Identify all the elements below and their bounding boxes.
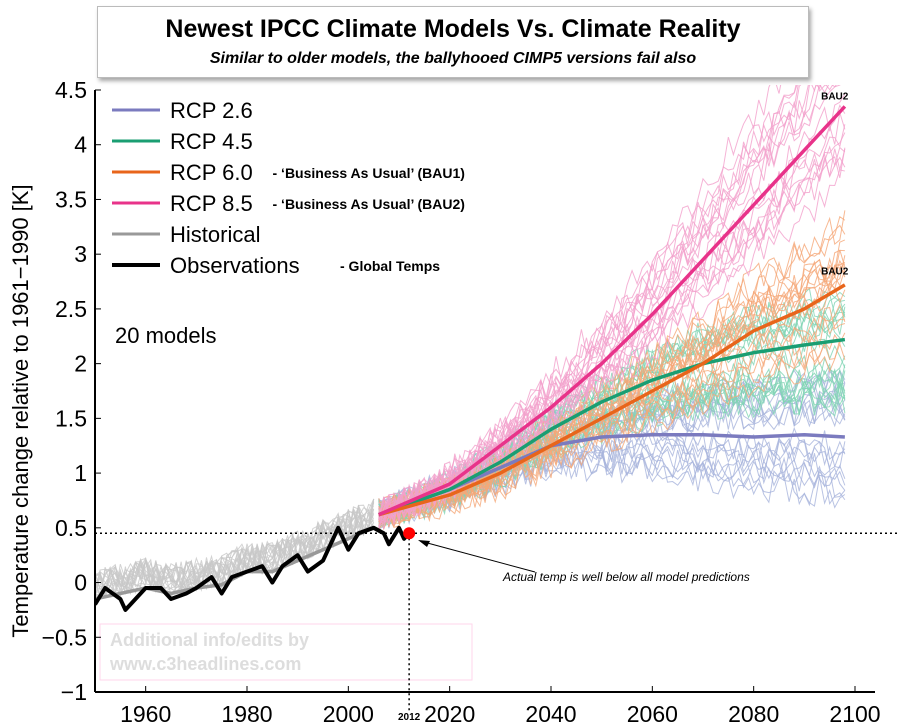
ensemble-member-line: [95, 498, 375, 599]
x-tick-label: 2100: [829, 701, 880, 727]
series-line-rcp-8-5: [378, 105, 847, 517]
series-line-rcp-6-0: [378, 283, 846, 517]
ensemble-member-line: [95, 501, 375, 596]
ensemble-member-line: [378, 338, 845, 528]
ensemble-member-line: [95, 505, 375, 598]
y-tick-label: 1: [74, 460, 87, 486]
annotation-arrow-line: [419, 540, 536, 573]
chart-title: Newest IPCC Climate Models Vs. Climate R…: [165, 15, 741, 43]
ensemble-member-line: [378, 283, 846, 531]
ensemble-member-line: [378, 148, 846, 522]
title-box: Newest IPCC Climate Models Vs. Climate R…: [97, 6, 809, 78]
bau2-label: BAU2: [821, 91, 849, 102]
y-axis-label: Temperature change relative to 1961−1990…: [8, 184, 33, 637]
y-tick-label: 1.5: [55, 405, 87, 431]
watermark-text: www.c3headlines.com: [109, 654, 301, 674]
x-tick-label: 2040: [525, 701, 576, 727]
y-tick-label: 2: [74, 351, 87, 377]
bau2-label: BAU2: [821, 267, 849, 278]
annotation-text: Actual temp is well below all model pred…: [502, 570, 750, 584]
ensemble-member-line: [95, 508, 375, 595]
y-tick-label: 3: [74, 241, 87, 267]
watermark-box: [99, 623, 473, 681]
y-tick-label: 4: [74, 132, 87, 158]
series-line-observations: [95, 525, 411, 612]
y-tick-label: 0.5: [55, 515, 87, 541]
ensemble-member-line: [378, 85, 817, 531]
x-tick-label: 1980: [221, 701, 272, 727]
x-tick-label: 2000: [323, 701, 374, 727]
legend-note: - ‘Business As Usual’ (BAU1): [273, 165, 465, 181]
x-tick-label: 2020: [424, 701, 475, 727]
y-tick-label: 0: [74, 570, 87, 596]
watermark-text: Additional info/edits by: [110, 630, 309, 650]
annotation-arrowhead: [418, 540, 430, 547]
ensemble-member-line: [378, 85, 799, 519]
x-tick-label: 2080: [728, 701, 779, 727]
legend-label: RCP 4.5: [170, 129, 253, 154]
y-tick-label: −1: [61, 679, 87, 705]
series-line-rcp-4-5: [378, 337, 846, 517]
y-tick-label: 3.5: [55, 186, 87, 212]
ensemble-member-line: [378, 303, 846, 530]
ensemble-member-line: [378, 145, 846, 521]
x-tick-label: 2060: [627, 701, 678, 727]
y-tick-label: 4.5: [55, 77, 87, 103]
series-line-rcp-2-6: [378, 433, 845, 517]
ensemble-member-line: [95, 503, 374, 596]
year-2012-label: 2012: [398, 712, 421, 723]
legend-label: RCP 6.0: [170, 160, 253, 185]
legend-note: - Global Temps: [340, 258, 440, 274]
actual-temp-marker: [403, 527, 416, 540]
ensemble-member-line: [378, 85, 822, 524]
plot-area: [95, 85, 847, 612]
x-tick-label: 1960: [120, 701, 171, 727]
legend-note: - ‘Business As Usual’ (BAU2): [273, 196, 465, 212]
legend-label: Historical: [170, 222, 260, 247]
y-tick-label: 2.5: [55, 296, 87, 322]
legend-label: RCP 2.6: [170, 98, 253, 123]
legend-label: Observations: [170, 253, 300, 278]
models-count-label: 20 models: [115, 323, 217, 348]
chart-subtitle: Similar to older models, the ballyhooed …: [209, 50, 697, 67]
y-tick-label: −0.5: [42, 624, 87, 650]
legend-label: RCP 8.5: [170, 191, 253, 216]
